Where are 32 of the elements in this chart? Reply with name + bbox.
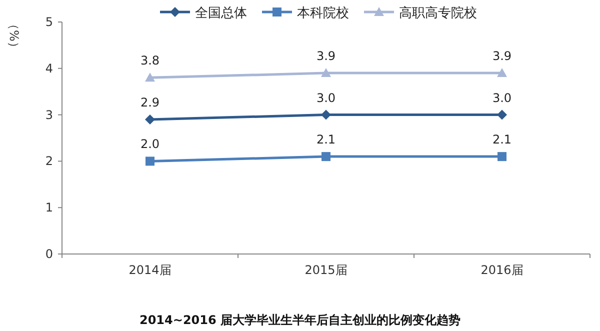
point [321,110,331,120]
y-tick-label: 5 [45,15,53,29]
text: 2014~2016 届大学毕业生半年后自主创业的比例变化趋势 [139,313,461,327]
x-tick-label: 2016届 [480,263,524,277]
point [146,156,154,166]
y-tick-label: 1 [45,200,53,215]
point [498,152,506,162]
point [145,72,155,82]
y-axis-title: （%） [7,18,21,54]
legend-label: 全国总体 [195,6,247,21]
data-label: 2.1 [316,132,336,147]
point [497,110,507,120]
legend-label: 高职高专院校 [399,5,477,21]
x-tick-label: 2014届 [128,263,172,277]
point [497,68,507,78]
data-label: 2.1 [492,132,512,147]
y-tick-label: 0 [45,247,53,261]
point [321,68,331,78]
legend-label: 本科院校 [297,6,349,21]
data-label: 3.8 [140,54,160,68]
data-label: 3.0 [316,90,336,105]
data-label: 2.9 [140,95,160,110]
data-label: 3.9 [316,49,336,64]
data-label: 2.0 [140,137,160,152]
y-tick-label: 3 [45,108,53,122]
data-label: 3.9 [492,49,512,64]
point [145,114,155,124]
x-tick-label: 2015届 [304,263,348,277]
point [322,152,330,162]
data-label: 3.0 [492,90,512,105]
y-tick-label: 4 [45,61,53,76]
y-tick-label: 2 [45,154,53,168]
